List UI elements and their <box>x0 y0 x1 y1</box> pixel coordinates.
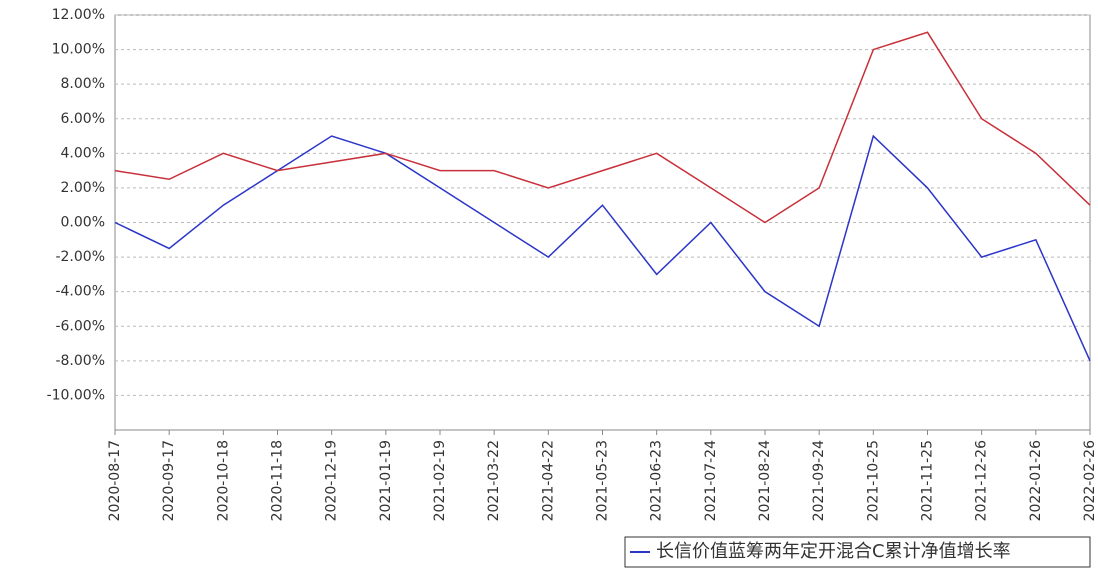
y-tick-label: -8.00% <box>55 353 105 369</box>
y-tick-label: 2.00% <box>61 180 105 196</box>
y-tick-label: 0.00% <box>61 215 105 231</box>
y-tick-label: 4.00% <box>61 145 105 161</box>
y-tick-label: -4.00% <box>55 284 105 300</box>
x-tick-label: 2020-10-18 <box>215 440 231 521</box>
x-tick-label: 2021-03-22 <box>486 440 502 521</box>
x-tick-label: 2022-02-26 <box>1082 440 1098 521</box>
x-tick-label: 2021-04-22 <box>540 440 556 521</box>
x-tick-label: 2020-08-17 <box>107 440 123 521</box>
series-line <box>115 32 1090 222</box>
x-tick-label: 2021-06-23 <box>649 440 665 521</box>
x-tick-label: 2021-12-26 <box>974 440 990 521</box>
legend-label: 长信价值蓝筹两年定开混合C累计净值增长率 <box>656 541 1011 562</box>
x-tick-label: 2021-11-25 <box>920 440 936 521</box>
x-tick-label: 2022-01-26 <box>1028 440 1044 521</box>
x-tick-label: 2021-10-25 <box>865 440 881 521</box>
y-tick-label: -6.00% <box>55 318 105 334</box>
y-tick-label: -2.00% <box>55 249 105 265</box>
x-tick-label: 2021-05-23 <box>595 440 611 521</box>
x-tick-label: 2020-09-17 <box>161 440 177 521</box>
y-tick-label: 12.00% <box>52 7 105 23</box>
x-tick-label: 2020-11-18 <box>270 440 286 521</box>
y-tick-label: -10.00% <box>47 387 105 403</box>
y-tick-label: 10.00% <box>52 42 105 58</box>
y-tick-label: 8.00% <box>61 76 105 92</box>
x-tick-label: 2021-02-19 <box>432 440 448 521</box>
x-tick-label: 2021-07-24 <box>703 440 719 521</box>
series-line <box>115 136 1090 361</box>
chart: -10.00% -8.00% -6.00% -4.00% -2.00% 0.00% 2.00… <box>0 0 1098 570</box>
x-tick-label: 2021-09-24 <box>811 440 827 521</box>
x-tick-label: 2021-08-24 <box>757 440 773 521</box>
x-tick-label: 2021-01-19 <box>378 440 394 521</box>
x-tick-label: 2020-12-19 <box>324 440 340 521</box>
y-tick-label: 6.00% <box>61 111 105 127</box>
